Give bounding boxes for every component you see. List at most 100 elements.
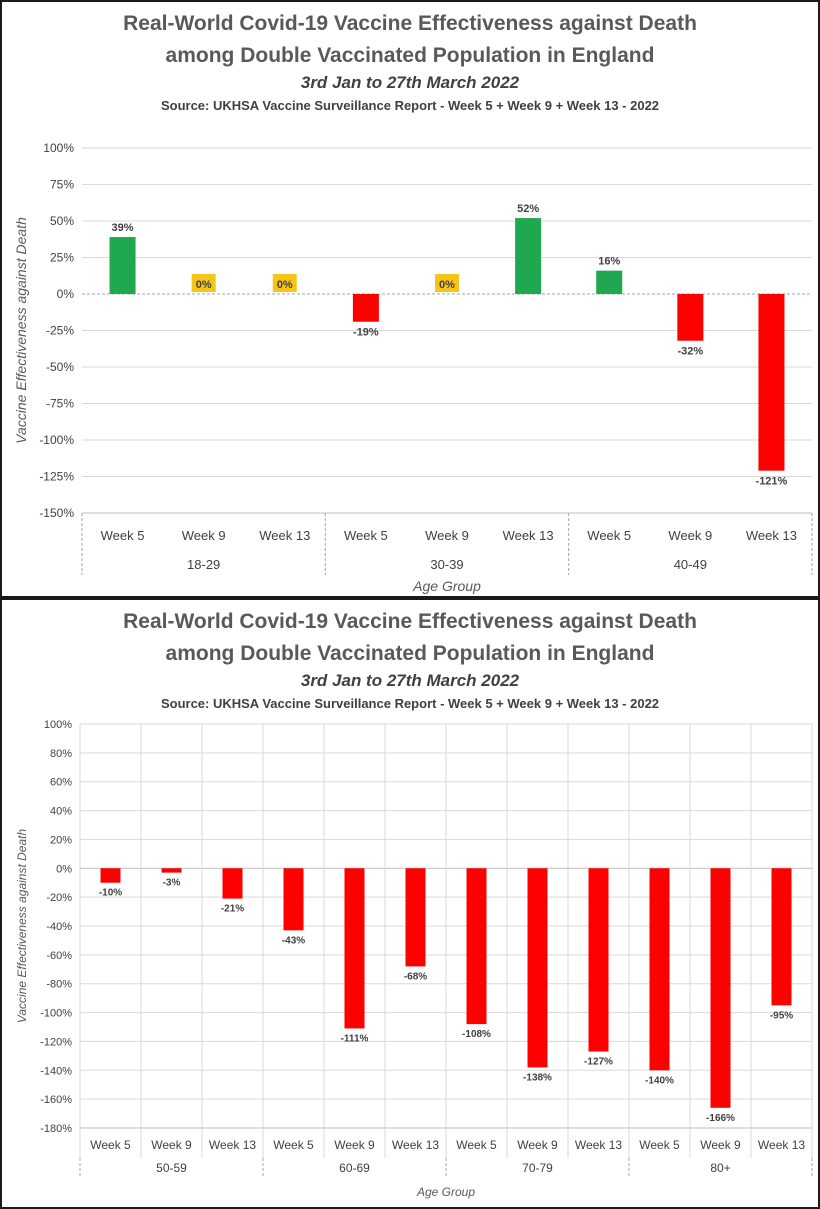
x-tick-label: Week 9 bbox=[334, 1138, 375, 1152]
data-label: -3% bbox=[163, 878, 181, 889]
y-tick-label: 25% bbox=[50, 251, 74, 265]
bar bbox=[352, 294, 379, 322]
data-label: 0% bbox=[277, 279, 293, 291]
y-tick-label: -40% bbox=[46, 921, 72, 933]
x-tick-label: Week 5 bbox=[344, 528, 388, 543]
zero-value-box bbox=[435, 274, 459, 292]
data-label: -68% bbox=[404, 971, 427, 982]
x-tick-label: Week 9 bbox=[182, 528, 226, 543]
x-tick-label: Week 5 bbox=[587, 528, 631, 543]
x-tick-label: Week 5 bbox=[456, 1138, 497, 1152]
bar bbox=[710, 868, 731, 1108]
bar bbox=[771, 868, 792, 1006]
x-tick-label: Week 9 bbox=[700, 1138, 741, 1152]
data-label: -111% bbox=[341, 1033, 369, 1044]
bar bbox=[677, 294, 704, 341]
y-tick-label: 50% bbox=[50, 214, 74, 228]
x-tick-label: Week 9 bbox=[668, 528, 712, 543]
data-label: -140% bbox=[645, 1075, 674, 1086]
bar bbox=[222, 868, 243, 899]
chart-plot-bottom: 100% 80% 60% 40% 20% 0% -20% -40% -60% -80% -100% -… bbox=[15, 719, 813, 1199]
x-tick-label: Week 5 bbox=[101, 528, 145, 543]
y-tick-label: -125% bbox=[39, 470, 74, 484]
x-tick-label: Week 13 bbox=[503, 528, 554, 543]
y-tick-label: 75% bbox=[50, 178, 74, 192]
chart-plot-top: 100% 75% 50% 25% 0% -25% -50% -75% -100% -125% -15… bbox=[13, 141, 813, 594]
y-tick-label: 40% bbox=[50, 806, 72, 818]
x-tick-label: Week 5 bbox=[273, 1138, 314, 1152]
x-tick-label: Week 13 bbox=[575, 1138, 622, 1152]
x-tick-label: Week 13 bbox=[259, 528, 310, 543]
data-label: 39% bbox=[112, 222, 134, 234]
data-label: 52% bbox=[517, 203, 539, 215]
y-tick-label: 60% bbox=[50, 777, 72, 789]
bar bbox=[283, 868, 304, 931]
x-tick-label: Week 13 bbox=[209, 1138, 256, 1152]
chart-subtitle: 3rd Jan to 27th March 2022 bbox=[300, 671, 520, 690]
x-axis-title: Age Group bbox=[416, 1185, 475, 1199]
data-label: -21% bbox=[221, 904, 244, 915]
y-tick-label: -25% bbox=[46, 324, 74, 338]
y-tick-label: -140% bbox=[40, 1065, 72, 1077]
bar bbox=[100, 868, 121, 883]
group-label: 80+ bbox=[710, 1161, 730, 1175]
y-tick-label: 100% bbox=[44, 719, 72, 731]
x-tick-label: Week 9 bbox=[151, 1138, 192, 1152]
zero-value-box bbox=[272, 274, 297, 292]
x-tick-label: Week 5 bbox=[90, 1138, 131, 1152]
data-label: -127% bbox=[584, 1057, 613, 1068]
chart-panel-bottom: Real-World Covid-19 Vaccine Effectivenes… bbox=[0, 598, 820, 1209]
y-tick-label: -120% bbox=[40, 1036, 72, 1048]
data-label: 0% bbox=[439, 279, 455, 291]
chart-title-line1: Real-World Covid-19 Vaccine Effectivenes… bbox=[123, 12, 697, 35]
y-tick-label: -60% bbox=[46, 950, 72, 962]
bar bbox=[344, 868, 365, 1029]
data-label: 16% bbox=[598, 256, 620, 268]
data-label: -10% bbox=[99, 888, 122, 899]
bar bbox=[758, 294, 785, 471]
group-label: 18-29 bbox=[187, 557, 220, 572]
y-tick-label: -100% bbox=[40, 1008, 72, 1020]
data-label: -121% bbox=[756, 476, 788, 488]
x-tick-label: Week 13 bbox=[758, 1138, 805, 1152]
y-axis-title: Vaccine Effectiveness against Death bbox=[15, 829, 29, 1024]
y-tick-label: 0% bbox=[57, 287, 75, 301]
chart-title-line2: among Double Vaccinated Population in En… bbox=[165, 642, 655, 665]
y-tick-label: -80% bbox=[46, 979, 72, 991]
bar bbox=[405, 868, 426, 967]
chart-subtitle: 3rd Jan to 27th March 2022 bbox=[300, 73, 520, 92]
y-tick-label: -150% bbox=[39, 506, 74, 520]
data-label: -19% bbox=[353, 327, 379, 339]
bar bbox=[649, 868, 670, 1071]
x-tick-label: Week 9 bbox=[425, 528, 469, 543]
x-tick-label: Week 13 bbox=[392, 1138, 439, 1152]
data-label: -95% bbox=[770, 1010, 793, 1021]
y-tick-label: 80% bbox=[50, 748, 72, 760]
data-label: -138% bbox=[523, 1072, 552, 1083]
data-label: 0% bbox=[196, 279, 212, 291]
y-tick-label: -100% bbox=[39, 433, 74, 447]
bar bbox=[161, 868, 182, 873]
y-tick-label: -180% bbox=[40, 1123, 72, 1135]
group-label: 30-39 bbox=[430, 557, 463, 572]
chart-source: Source: UKHSA Vaccine Surveillance Repor… bbox=[160, 696, 660, 711]
group-label: 60-69 bbox=[339, 1161, 370, 1175]
y-tick-label: -160% bbox=[40, 1094, 72, 1106]
group-label: 40-49 bbox=[674, 557, 707, 572]
x-tick-label: Week 5 bbox=[639, 1138, 680, 1152]
bar bbox=[466, 868, 487, 1025]
y-tick-label: -50% bbox=[46, 360, 74, 374]
data-label: -43% bbox=[282, 935, 305, 946]
x-tick-label: Week 13 bbox=[746, 528, 797, 543]
y-axis-title: Vaccine Effectiveness against Death bbox=[13, 217, 29, 444]
data-label: -166% bbox=[706, 1113, 735, 1124]
bar bbox=[527, 868, 548, 1068]
chart-panel-top: Real-World Covid-19 Vaccine Effectivenes… bbox=[0, 0, 820, 598]
y-tick-label: 0% bbox=[56, 863, 72, 875]
bar bbox=[109, 237, 136, 294]
chart-source: Source: UKHSA Vaccine Surveillance Repor… bbox=[160, 98, 660, 113]
zero-value-box bbox=[191, 274, 216, 292]
group-label: 50-59 bbox=[156, 1161, 187, 1175]
y-tick-label: -20% bbox=[46, 892, 72, 904]
y-tick-label: 20% bbox=[50, 834, 72, 846]
